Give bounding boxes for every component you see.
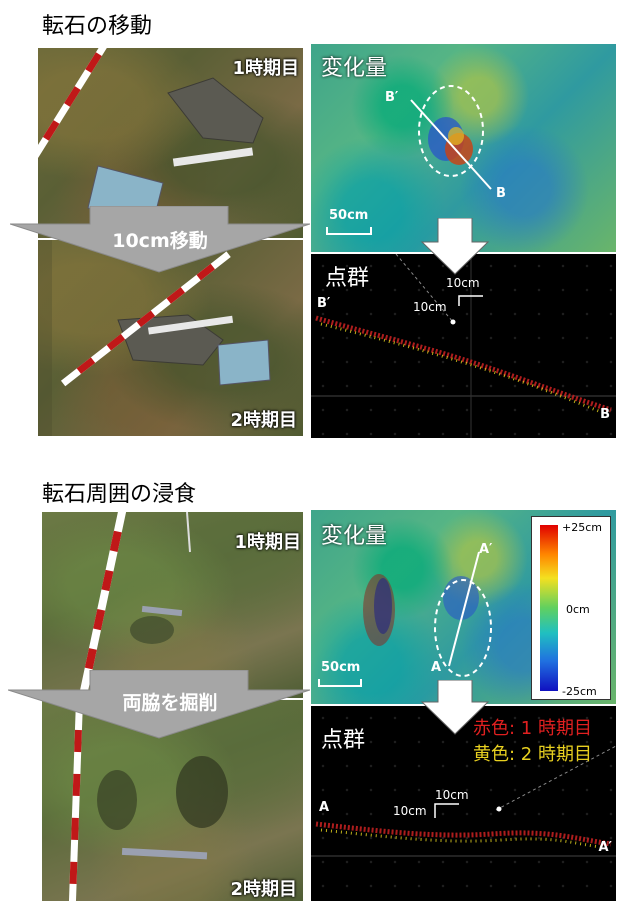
section2-move-arrow [8,670,310,739]
section2-photo-phase1: 1時期目 [42,512,303,698]
colorbar-min-label: -25cm [562,685,597,698]
section1-pc-scale-h: 10cm [446,276,480,290]
section1-move-arrow [10,206,310,273]
section2-pc-scale-v: 10cm [393,804,427,818]
section2-pointcloud-title: 点群 [321,728,366,753]
section2-pointcloud-graphic [311,745,616,857]
section1-photo-phase2-graphic [38,240,271,436]
section1-photo-phase2: 2時期目 [38,240,303,436]
section2-change-title: 変化量 [321,524,388,549]
section1-scale-label: 50cm [329,208,369,223]
section1-pc-end: B [600,407,610,422]
section1-move-label: 10cm移動 [112,230,208,252]
section2-profile-start: A [431,660,442,675]
section2-legend-yellow: 黄色: 2 時期目 [473,744,592,765]
section2-pc-end: A′ [598,840,613,855]
section2-scale-label: 50cm [321,660,361,675]
section1-change-map: 変化量 B′ B 50cm [311,44,616,252]
section1-down-arrow [420,218,490,275]
section2-title: 転石周囲の浸食 [42,482,197,507]
section2-down-arrow [420,680,490,735]
colorbar-gradient [540,525,558,691]
section1-pointcloud-graphic [311,254,616,438]
colorbar-max-label: +25cm [562,521,602,534]
section2-legend-red: 赤色: 1 時期目 [473,718,592,739]
section2-photo-phase2-graphic [68,700,228,901]
section1-change-map-graphic [326,85,492,235]
section1-pointcloud: 点群 10cm 10cm B′ B [311,254,616,438]
section2-pointcloud: 点群 赤色: 1 時期目 黄色: 2 時期目 10cm 10cm A A′ [311,706,616,901]
section1-pc-start: B′ [317,296,331,311]
section2-change-map-graphic [318,551,492,687]
section2-profile-end: A′ [479,542,493,557]
section2-pc-scale-h: 10cm [435,788,469,802]
section1-phase1-label: 1時期目 [232,58,299,79]
section2-change-map: 変化量 A A′ 50cm +25cm 0cm -25cm [311,510,616,704]
section1-phase2-label: 2時期目 [230,410,297,431]
section2-pc-start: A [319,800,330,815]
section1-pointcloud-title: 点群 [325,266,370,291]
colorbar-mid-label: 0cm [566,603,590,616]
section2-phase2-label: 2時期目 [230,879,297,900]
section1-profile-end: B [496,186,506,201]
section1-profile-start: B′ [385,90,399,105]
colorbar-panel: +25cm 0cm -25cm [531,516,611,700]
section1-title: 転石の移動 [42,14,153,39]
section1-change-title: 変化量 [321,56,388,81]
section2-photo-phase1-graphic [78,512,191,698]
section2-move-label: 両脇を掘削 [122,692,218,714]
section2-phase1-label: 1時期目 [234,532,301,553]
section1-pc-scale-v: 10cm [413,300,447,314]
